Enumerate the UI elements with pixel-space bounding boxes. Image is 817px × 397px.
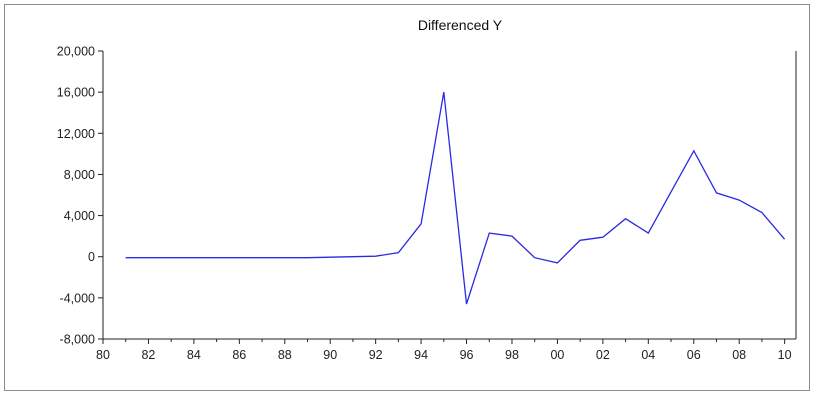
x-tick-label: 94 <box>414 348 428 362</box>
x-tick-label: 06 <box>687 348 701 362</box>
x-tick-label: 98 <box>505 348 519 362</box>
y-tick-label: 8,000 <box>64 168 95 182</box>
chart-title: Differenced Y <box>418 17 503 33</box>
x-tick-label: 04 <box>641 348 655 362</box>
x-tick-label: 08 <box>732 348 746 362</box>
chart-frame <box>4 4 810 391</box>
x-tick-label: 96 <box>460 348 474 362</box>
x-tick-label: 88 <box>278 348 292 362</box>
axes: 20,000 16,000 12,000 8,000 4,000 0 -4,000 -8,00… <box>57 45 797 362</box>
x-tick-label: 90 <box>323 348 337 362</box>
x-tick-label: 00 <box>550 348 564 362</box>
x-tick-label: 02 <box>596 348 610 362</box>
x-tick-label: 82 <box>141 348 155 362</box>
y-tick-label: -4,000 <box>60 291 95 305</box>
x-tick-label: 10 <box>778 348 792 362</box>
y-tick-label: 16,000 <box>57 86 95 100</box>
y-tick-label: -8,000 <box>60 333 95 347</box>
y-tick-label: 20,000 <box>57 45 95 59</box>
series-group <box>125 91 786 305</box>
y-tick-label: 12,000 <box>57 127 95 141</box>
x-tick-label: 84 <box>187 348 201 362</box>
x-tick-label: 80 <box>96 348 110 362</box>
y-tick-label: 0 <box>88 250 95 264</box>
x-tick-label: 86 <box>232 348 246 362</box>
series-line <box>125 91 786 305</box>
y-tick-label: 4,000 <box>64 209 95 223</box>
x-tick-label: 92 <box>369 348 383 362</box>
